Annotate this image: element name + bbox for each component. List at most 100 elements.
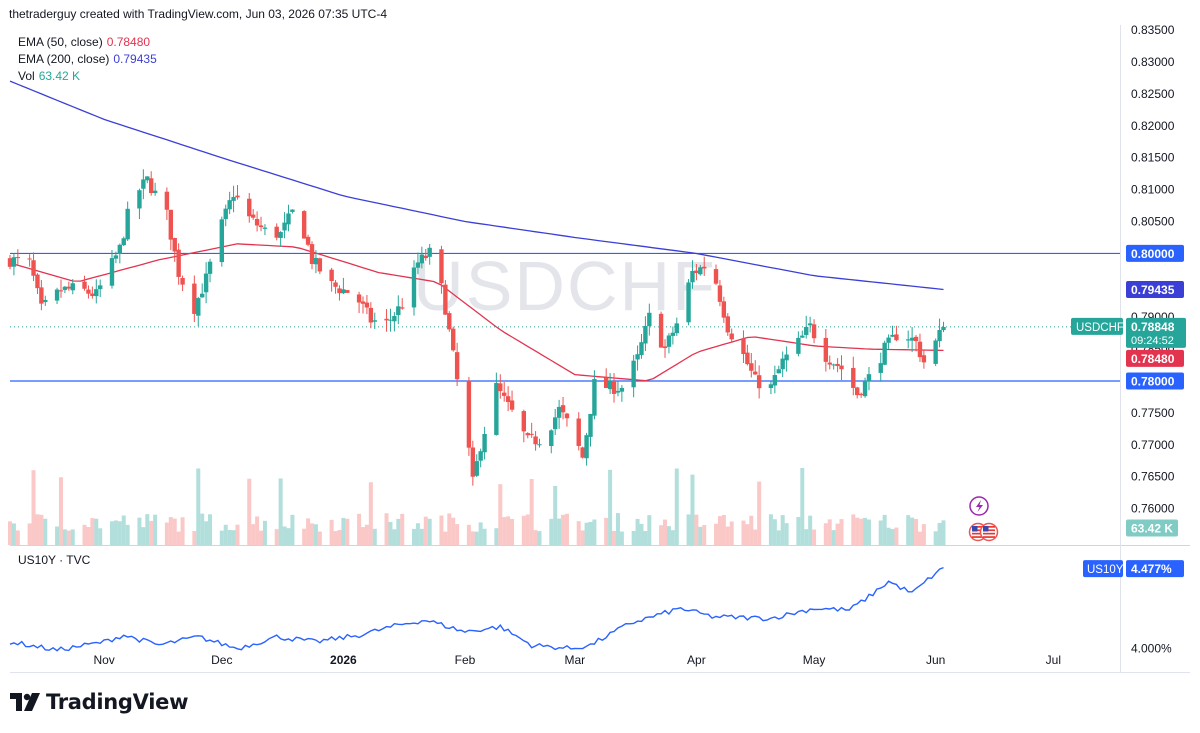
candle (231, 185, 236, 213)
volume-bar (835, 523, 840, 545)
candle (560, 396, 566, 420)
volume-bar (866, 519, 871, 545)
candle (588, 413, 593, 447)
candle-body (427, 247, 432, 257)
candle (329, 267, 334, 292)
candle-body (878, 363, 883, 373)
legend-ema50[interactable]: EMA (50, close) 0.78480 (18, 34, 150, 50)
legend-ema50-label: EMA (50, close) (18, 35, 103, 49)
volume-bar (39, 514, 44, 545)
ema200-badge-text: 0.79435 (1131, 283, 1175, 297)
candle (454, 342, 460, 387)
candle (392, 312, 397, 332)
volume-bar (368, 482, 373, 545)
volume-bar (66, 530, 71, 545)
candle-body (125, 208, 130, 240)
volume-bar (341, 517, 346, 545)
candle (254, 211, 260, 232)
tradingview-logo[interactable]: TradingView (10, 690, 188, 714)
volume-bar (82, 524, 87, 545)
candle-body (603, 377, 609, 388)
candle-body (439, 249, 444, 284)
candle-body (831, 364, 836, 366)
candle-body (772, 375, 778, 386)
candle-body (333, 282, 338, 287)
candle-body (141, 179, 146, 189)
candle-body (419, 254, 425, 264)
candle (937, 318, 942, 348)
candle (796, 331, 801, 357)
candle (639, 334, 644, 359)
candle (258, 216, 264, 232)
volume-bar (200, 513, 205, 545)
candle (745, 344, 750, 366)
x-tick-label: Nov (93, 653, 114, 667)
candle-body (27, 258, 32, 260)
candle (125, 201, 130, 242)
volume-bar (372, 528, 377, 545)
ema50-badge-text: 0.78480 (1131, 352, 1175, 366)
candle (164, 187, 170, 221)
volume-bar (894, 527, 899, 545)
volume-bar (290, 514, 295, 545)
candle (423, 248, 428, 261)
candle (82, 275, 87, 291)
volume-bar (502, 517, 507, 545)
volume-bar (62, 529, 67, 545)
candle-body (149, 178, 154, 194)
candle-body (839, 365, 844, 370)
volume-bar (506, 516, 511, 545)
volume-bar (561, 514, 566, 545)
volume-bar (914, 518, 919, 545)
us10y-pane-title[interactable]: US10Y · TVC (18, 553, 91, 567)
candle (11, 253, 17, 276)
volume-bar (643, 530, 648, 545)
candle (176, 243, 181, 285)
volume-bar (55, 526, 60, 545)
candle-body (498, 383, 503, 392)
legend-vol[interactable]: Vol 63.42 K (18, 68, 80, 84)
candle-body (235, 195, 240, 198)
candle-body (329, 269, 334, 282)
volume-bar (741, 520, 746, 545)
volume-bar (70, 529, 75, 545)
candle (317, 257, 323, 275)
candle-body (164, 191, 170, 210)
volume-bar (745, 524, 750, 545)
x-tick-label: Jun (926, 653, 945, 667)
candle-body (411, 267, 417, 308)
candle-body (392, 316, 397, 322)
volume-bar (86, 527, 91, 545)
volume-bar (58, 477, 63, 545)
legend-vol-label: Vol (18, 69, 35, 83)
volume-bar (749, 515, 754, 545)
candle (286, 204, 291, 232)
volume-bar (411, 528, 416, 545)
candle-body (780, 358, 785, 370)
candle-body (827, 362, 832, 365)
volume-bar (302, 528, 307, 545)
candle-body (647, 312, 652, 327)
volume-bar (839, 519, 844, 545)
volume-bar (521, 515, 526, 545)
volume-bar (729, 521, 734, 545)
candle-body (447, 313, 452, 330)
volume-bar (361, 527, 366, 545)
volume-bar (757, 481, 762, 545)
volume-bar (549, 518, 554, 545)
tradingview-logo-icon (10, 693, 40, 711)
candle (721, 296, 727, 323)
candle-body (443, 284, 448, 315)
candle (776, 365, 781, 374)
volume-bar (878, 520, 883, 545)
candle-body (611, 381, 617, 394)
candle-body (113, 255, 119, 259)
candle (835, 358, 840, 373)
volume-bar (259, 530, 264, 545)
volume-bar (494, 528, 499, 545)
legend-ema200[interactable]: EMA (200, close) 0.79435 (18, 51, 157, 67)
volume-bar (109, 521, 114, 545)
candle (360, 296, 366, 314)
volume-bar (670, 530, 675, 545)
